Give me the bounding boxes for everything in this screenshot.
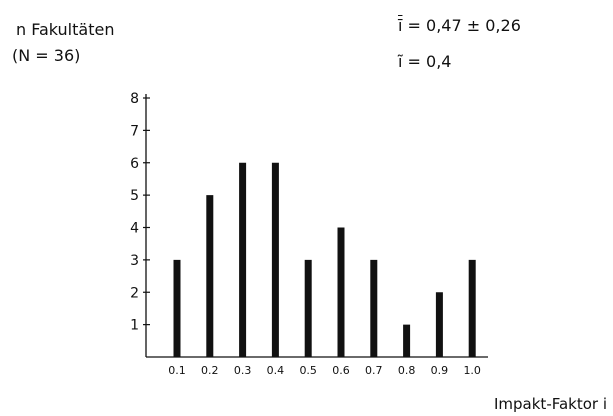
bar-0.5 (304, 259, 312, 357)
x-tick-label: 0.6 (332, 364, 350, 377)
x-tick-label: 0.9 (431, 364, 449, 377)
x-tick-label: 0.4 (267, 364, 285, 377)
x-tick-label: 0.3 (234, 364, 252, 377)
bar-1.0 (468, 259, 476, 357)
bar-0.2 (206, 195, 214, 357)
bar-0.7 (370, 259, 378, 357)
y-axis-label: n Fakultäten (16, 20, 115, 39)
mean-symbol: ī (398, 16, 403, 35)
x-tick-label: 0.7 (365, 364, 383, 377)
x-tick-label: 0.5 (299, 364, 317, 377)
median-annotation: ĩ = 0,4 (398, 52, 451, 71)
bar-0.3 (239, 162, 247, 357)
y-tick-label: 1 (130, 318, 139, 334)
bar-0.8 (403, 324, 411, 357)
bar-0.6 (337, 227, 345, 357)
sample-size-label: (N = 36) (12, 46, 81, 65)
y-tick-label: 7 (130, 123, 139, 139)
mean-value: = 0,47 ± 0,26 (407, 16, 521, 35)
x-tick-label: 0.2 (201, 364, 219, 377)
y-tick-label: 3 (130, 253, 139, 269)
x-tick-label: 0.1 (168, 364, 186, 377)
bar-0.9 (435, 292, 443, 357)
y-tick-label: 8 (130, 91, 139, 107)
mean-annotation: ī = 0,47 ± 0,26 (398, 16, 521, 35)
x-axis-label: Impakt-Faktor i (494, 395, 608, 413)
x-tick-label: 0.8 (398, 364, 416, 377)
y-tick-label: 2 (130, 285, 139, 301)
median-symbol: ĩ (398, 52, 403, 71)
y-tick-label: 4 (130, 221, 139, 237)
median-value: = 0,4 (407, 52, 452, 71)
x-tick-label: 1.0 (463, 364, 481, 377)
bar-0.4 (271, 162, 279, 357)
y-tick-label: 5 (130, 188, 139, 204)
y-tick-label: 6 (130, 156, 139, 172)
bar-0.1 (173, 259, 181, 357)
